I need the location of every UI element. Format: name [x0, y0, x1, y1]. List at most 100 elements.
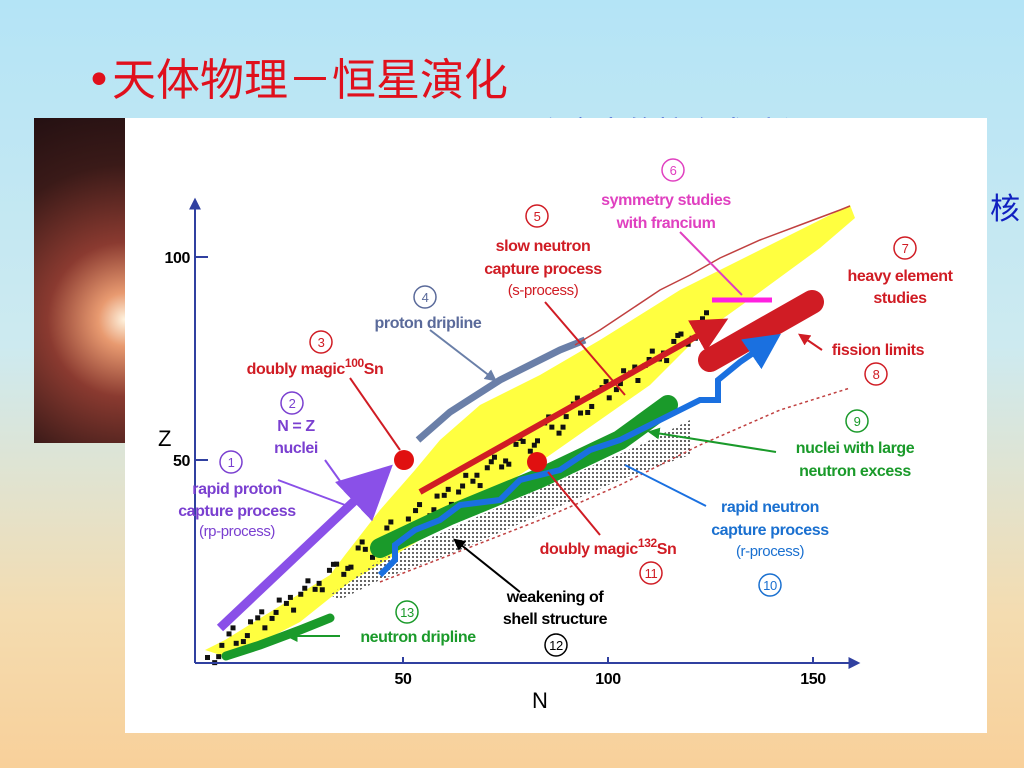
- stable-nucleus: [362, 546, 368, 552]
- stable-nucleus: [613, 387, 619, 393]
- annotation-line: capture process: [178, 503, 296, 520]
- x-tick-label: 100: [595, 671, 621, 688]
- annotation-line: N = Z: [277, 418, 315, 435]
- annotation-line: doubly magic: [247, 361, 346, 378]
- annotation-number: 7: [902, 241, 909, 256]
- mass-number: 132: [638, 536, 658, 550]
- stable-nucleus: [441, 492, 447, 498]
- rp-process-arrow: [216, 464, 393, 632]
- annotation-line: capture process: [711, 522, 829, 539]
- x-axis-label: N: [532, 688, 548, 713]
- stable-nucleus: [240, 639, 246, 645]
- annotation-circle: [661, 158, 685, 182]
- stable-nucleus: [578, 410, 584, 416]
- annotation-number: 11: [645, 566, 658, 581]
- stable-nucleus: [700, 316, 705, 322]
- annotation-number: 8: [873, 367, 880, 382]
- stable-nucleus: [632, 364, 638, 370]
- stable-nucleus: [269, 615, 275, 621]
- stable-nucleus: [463, 472, 469, 478]
- annotation-circle: [758, 573, 782, 597]
- stable-nucleus: [302, 585, 308, 591]
- annotation-number: 1: [228, 455, 235, 470]
- s-process-arrow: [418, 318, 729, 495]
- stable-nucleus: [664, 358, 670, 364]
- stable-nucleus: [621, 368, 627, 374]
- annotation-line: nuclei: [274, 440, 318, 457]
- stable-nucleus: [370, 554, 375, 560]
- leader-line: [547, 471, 601, 536]
- stable-nucleus: [535, 438, 540, 444]
- stable-nucleus: [603, 379, 609, 385]
- annotation-number: 2: [289, 396, 296, 411]
- stable-nucleus: [477, 483, 483, 489]
- y-tick-label: 100: [165, 250, 191, 267]
- stable-nucleus: [259, 609, 265, 615]
- element-symbol: Sn: [657, 541, 677, 558]
- stable-nucleus: [345, 565, 351, 571]
- stable-nucleus: [606, 395, 612, 401]
- stable-nucleus: [205, 655, 210, 660]
- stable-nucleus: [445, 486, 451, 492]
- stable-nucleus: [574, 395, 580, 401]
- stable-nucleus: [341, 571, 347, 577]
- annotation-number: 5: [534, 209, 541, 224]
- stable-nucleus: [276, 597, 282, 603]
- annotation-text: rapid proton: [192, 481, 281, 498]
- annotation-circle: [413, 285, 437, 309]
- sn100-dot: [394, 450, 414, 470]
- stable-nucleus: [355, 545, 361, 551]
- stable-nucleus: [617, 381, 623, 387]
- leader-line: [349, 377, 401, 451]
- annotation-text: nuclei with large: [796, 440, 915, 457]
- annotation-text: slow neutron: [496, 238, 591, 255]
- annotation-text: neutron excess: [799, 463, 911, 480]
- annotation-circle: [280, 391, 304, 415]
- annotation-text: weakening of: [506, 589, 605, 606]
- slide-title: •天体物理－恒星演化: [86, 55, 508, 106]
- stable-nucleus: [678, 331, 684, 337]
- star-photo: [34, 118, 125, 443]
- stable-nucleus: [305, 578, 311, 584]
- stable-nucleus: [248, 619, 254, 625]
- annotation-text: proton dripline: [375, 315, 482, 332]
- sn132-dot: [527, 452, 547, 472]
- annotation-number: 4: [422, 290, 429, 305]
- stable-nucleus: [556, 430, 562, 436]
- annotation-line: neutron dripline: [360, 629, 476, 646]
- stable-nucleus: [255, 615, 261, 621]
- annotation-line: neutron excess: [799, 463, 911, 480]
- stable-nucleus: [273, 609, 279, 615]
- stable-nucleus: [671, 338, 677, 344]
- x-tick-label: 150: [800, 671, 826, 688]
- stable-nucleus: [527, 448, 533, 454]
- annotation-circle: [639, 561, 663, 585]
- stable-nucleus: [506, 461, 512, 467]
- annotation-circle: [893, 236, 917, 260]
- stable-nucleus: [563, 414, 569, 420]
- x-tick-label: 50: [395, 671, 412, 688]
- annotation-text: N = Z: [277, 418, 315, 435]
- annotation-sub: (rp-process): [199, 523, 275, 540]
- annotation-line: proton dripline: [375, 315, 482, 332]
- leader-line: [277, 479, 346, 506]
- annotation-number: 13: [400, 605, 414, 620]
- stable-nucleus: [513, 441, 519, 447]
- annotation-line: symmetry studies: [601, 192, 731, 209]
- annotation-text: with francium: [616, 215, 716, 232]
- stable-nucleus: [226, 631, 232, 637]
- leader-line: [429, 329, 497, 382]
- y-axis-label: Z: [158, 426, 171, 451]
- annotation-line: heavy element: [847, 268, 953, 285]
- stable-nucleus: [549, 424, 555, 430]
- annotation-text: neutron dripline: [360, 629, 476, 646]
- stable-nucleus: [244, 633, 250, 639]
- neutron-dripline: [221, 613, 335, 661]
- stable-nucleus: [470, 478, 476, 484]
- annotation-text: shell structure: [503, 611, 608, 628]
- stable-nucleus: [704, 310, 709, 316]
- annotation-number: 3: [318, 335, 325, 350]
- stable-nucleus: [405, 516, 411, 522]
